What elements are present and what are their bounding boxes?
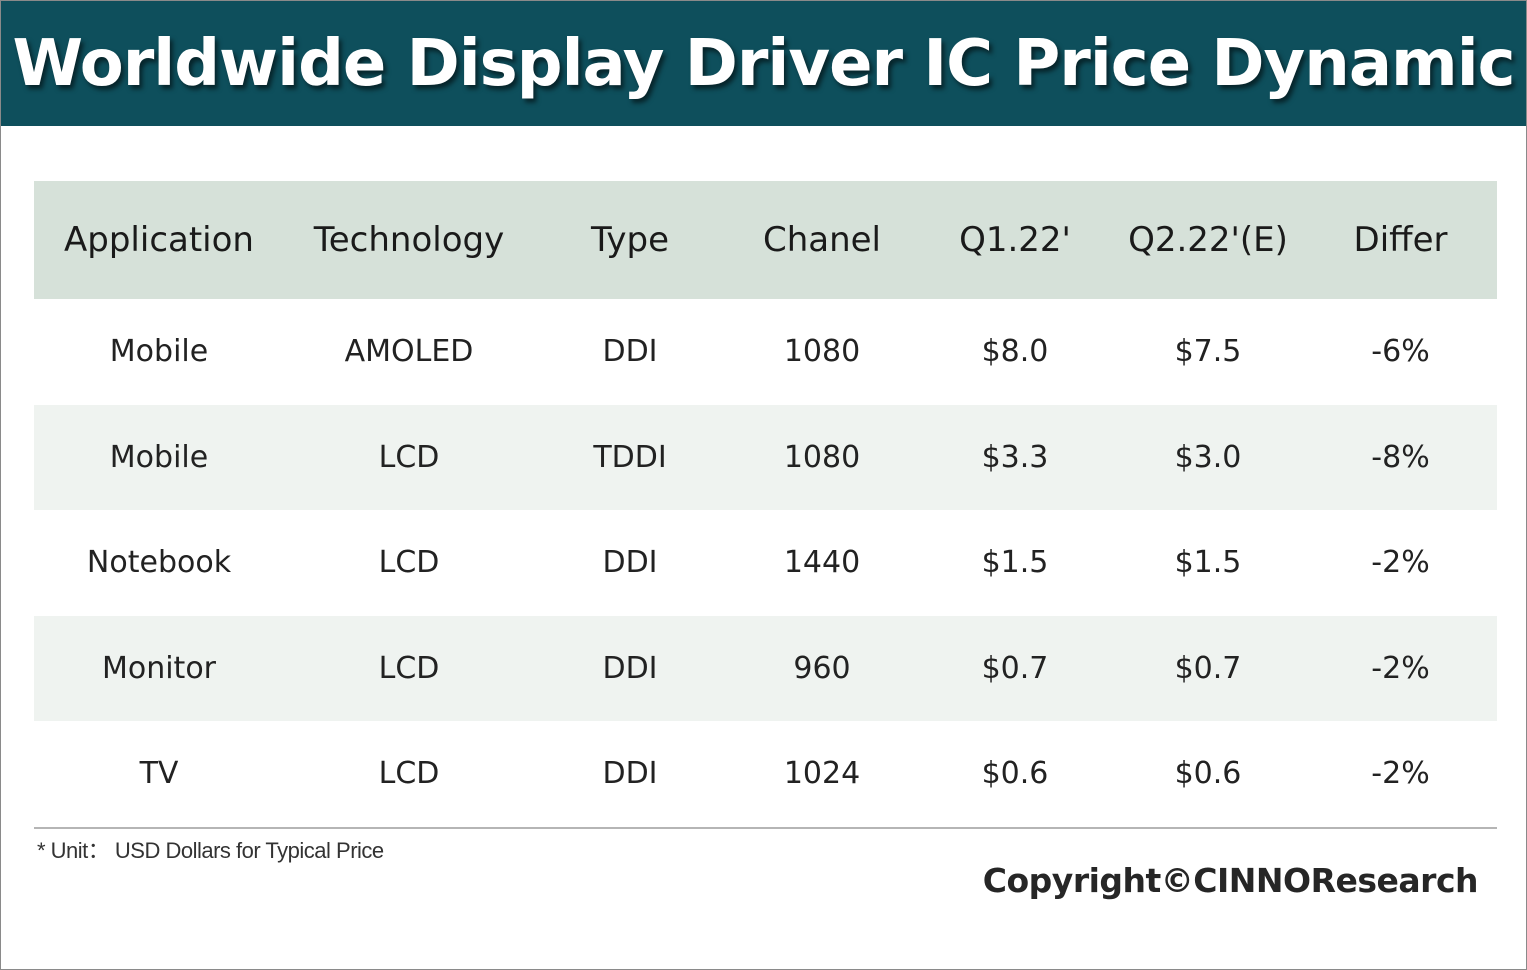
table-cell: TDDI (593, 439, 667, 475)
table-cell: DDI (602, 545, 658, 581)
table-cell: $3.3 (981, 439, 1049, 475)
chart-title: Worldwide Display Driver IC Price Dynami… (12, 26, 1515, 101)
table-cell: -2% (1371, 756, 1430, 792)
table-cell: $3.0 (1174, 439, 1242, 475)
table-cell: 960 (793, 650, 851, 686)
table-header-row: Application Technology Type Chanel Q1.22… (34, 181, 1497, 299)
table-cell: Mobile (109, 439, 209, 475)
table-cell: $7.5 (1174, 334, 1242, 370)
table-row: Mobile AMOLED DDI 1080 $8.0 $7.5 -6% (34, 299, 1497, 405)
price-table: Application Technology Type Chanel Q1.22… (34, 181, 1497, 827)
column-header-q2: Q2.22'(E) (1128, 220, 1288, 260)
table-cell: $0.7 (981, 650, 1049, 686)
table-cell: $1.5 (1174, 545, 1242, 581)
table-bottom-rule (34, 827, 1497, 829)
table-cell: LCD (378, 439, 440, 475)
table-cell: 1080 (783, 439, 861, 475)
table-cell: 1024 (783, 756, 861, 792)
table-cell: AMOLED (344, 334, 474, 370)
table-cell: Monitor (101, 650, 217, 686)
table-row: TV LCD DDI 1024 $0.6 $0.6 -2% (34, 721, 1497, 827)
table-cell: $1.5 (981, 545, 1049, 581)
table-cell: DDI (602, 650, 658, 686)
table-cell: Mobile (109, 334, 209, 370)
column-header-chanel: Chanel (762, 220, 882, 260)
table-row: Notebook LCD DDI 1440 $1.5 $1.5 -2% (34, 510, 1497, 616)
column-header-q1: Q1.22' (959, 220, 1071, 260)
unit-footnote: * Unit： USD Dollars for Typical Price (37, 838, 384, 863)
table-row: Monitor LCD DDI 960 $0.7 $0.7 -2% (34, 615, 1497, 721)
column-header-type: Type (590, 220, 670, 260)
table-cell: LCD (378, 756, 440, 792)
table-cell: $0.7 (1174, 650, 1242, 686)
column-header-differ: Differ (1353, 220, 1448, 260)
table-row: Mobile LCD TDDI 1080 $3.3 $3.0 -8% (34, 404, 1497, 510)
table-cell: $0.6 (981, 756, 1049, 792)
table-cell: TV (139, 756, 179, 792)
table-cell: -6% (1371, 334, 1430, 370)
table-cell: LCD (378, 545, 440, 581)
column-header-application: Application (64, 220, 254, 260)
table-cell: -2% (1371, 545, 1430, 581)
table-cell: -2% (1371, 650, 1430, 686)
title-bar: Worldwide Display Driver IC Price Dynami… (1, 1, 1526, 126)
table-cell: $0.6 (1174, 756, 1242, 792)
table-cell: 1080 (783, 334, 861, 370)
copyright-label: Copyright©CINNOResearch (982, 861, 1479, 900)
table-cell: 1440 (783, 545, 861, 581)
table-cell: Notebook (86, 545, 232, 581)
table-cell: DDI (602, 334, 658, 370)
table-cell: $8.0 (981, 334, 1049, 370)
column-header-technology: Technology (313, 220, 505, 260)
table-cell: LCD (378, 650, 440, 686)
table-cell: -8% (1371, 439, 1430, 475)
table-cell: DDI (602, 756, 658, 792)
